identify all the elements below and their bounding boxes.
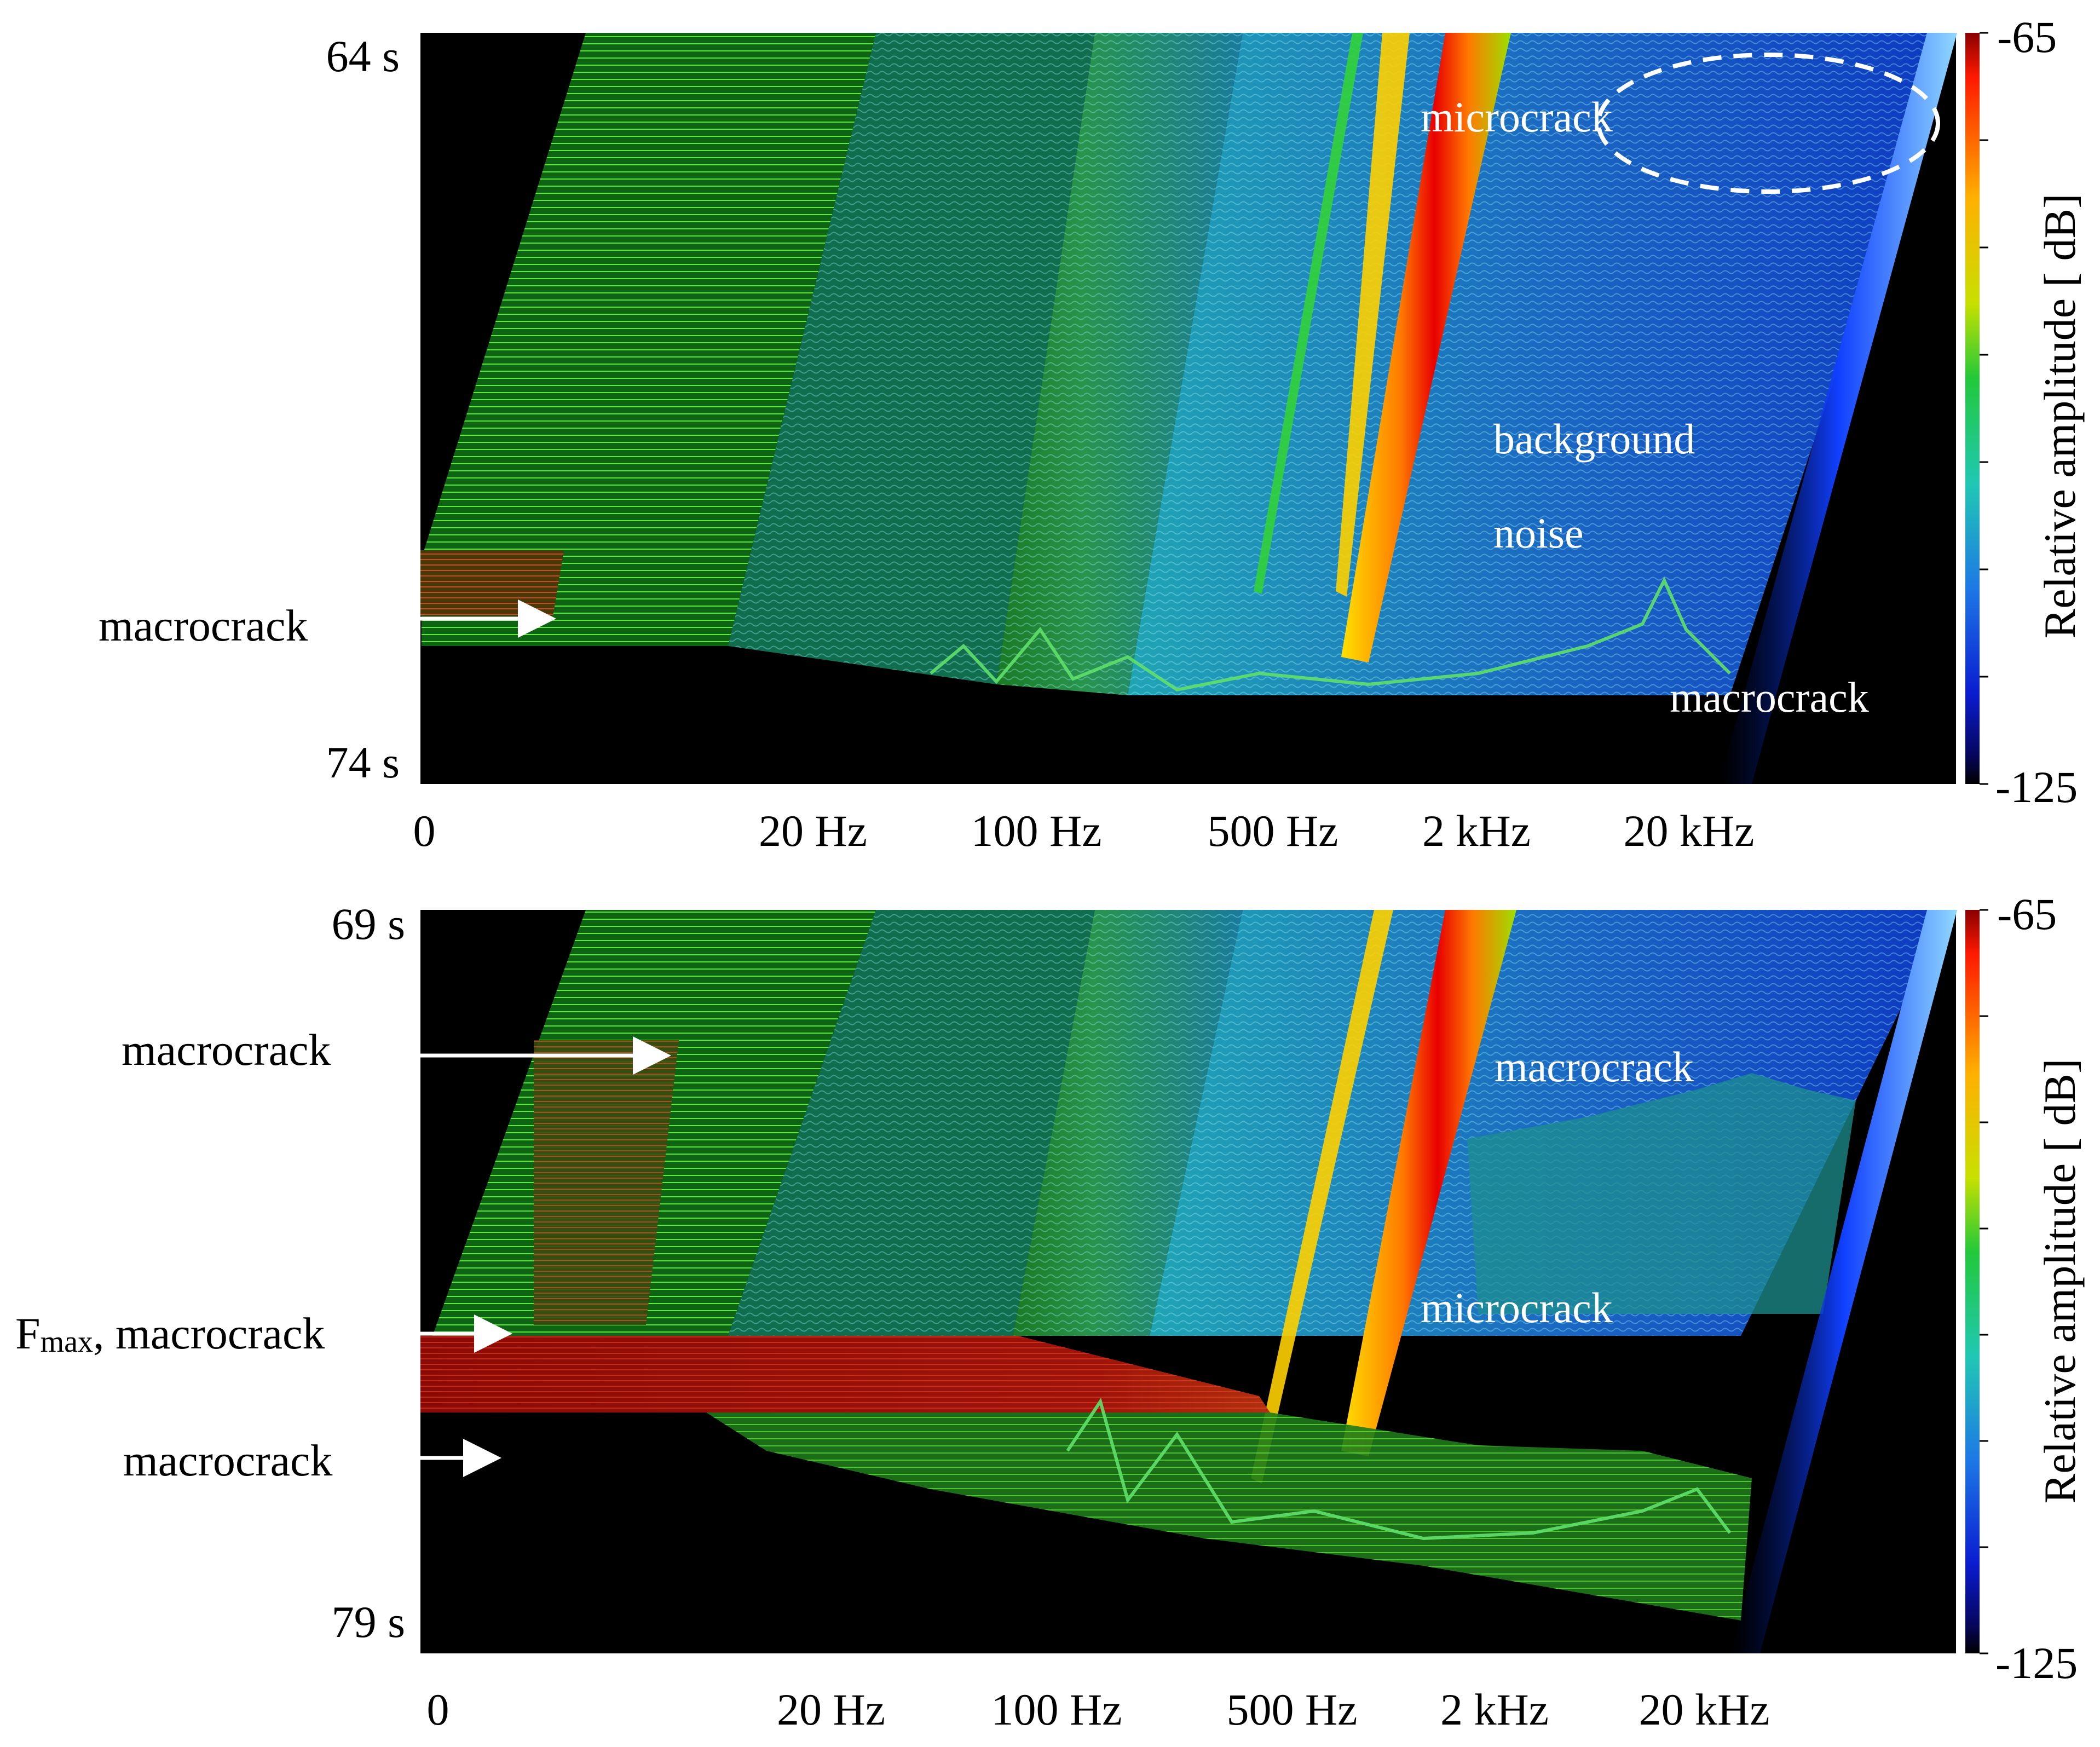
- top-colorbar-min-label: -125: [1995, 762, 2078, 812]
- top-colorbar-ticks: [1980, 32, 1988, 785]
- top-waterfall-surface: [420, 33, 1957, 784]
- bottom-x-ticks: 0 20 Hz 100 Hz 500 Hz 2 kHz 20 kHz: [427, 1685, 1770, 1734]
- panel-top: microcrack background noise macrocrack m…: [99, 12, 2085, 856]
- top-time-start-label: 64 s: [326, 31, 400, 81]
- top-colorbar-max-label: -65: [1997, 12, 2057, 62]
- bottom-time-start-label: 69 s: [332, 899, 405, 949]
- top-time-end-label: 74 s: [326, 737, 400, 787]
- bottom-colorbar-axis-label: Relative amplitude [ dB]: [2035, 1059, 2085, 1504]
- top-colorbar: -65 -125 Relative amplitude [ dB]: [1965, 12, 2085, 812]
- bottom-annotation-microcrack: microcrack: [1421, 1284, 1613, 1331]
- bottom-annotation-macrocrack-2: macrocrack: [123, 1435, 332, 1485]
- top-x-tick-label: 0: [413, 806, 436, 856]
- top-x-tick-label: 500 Hz: [1207, 806, 1338, 856]
- bottom-x-tick-label: 20 kHz: [1639, 1685, 1769, 1734]
- top-annotation-background: background: [1493, 415, 1695, 463]
- top-annotation-macrocrack-right: macrocrack: [1670, 673, 1869, 721]
- bottom-colorbar-min-label: -125: [1995, 1638, 2078, 1688]
- top-colorbar-axis-label: Relative amplitude [ dB]: [2035, 194, 2085, 639]
- bottom-x-tick-label: 20 Hz: [777, 1685, 885, 1734]
- fmax-rest: , macrocrack: [93, 1308, 325, 1358]
- bottom-colorbar-ticks: [1980, 909, 1988, 1654]
- top-colorbar-gradient: [1965, 33, 1980, 784]
- bottom-x-tick-label: 0: [427, 1685, 449, 1734]
- bottom-x-tick-label: 100 Hz: [991, 1685, 1122, 1734]
- bottom-colorbar: -65 -125 Relative amplitude [ dB]: [1965, 889, 2085, 1688]
- bottom-x-tick-label: 2 kHz: [1440, 1685, 1549, 1734]
- bottom-x-tick-label: 500 Hz: [1226, 1685, 1357, 1734]
- top-x-tick-label: 20 kHz: [1623, 806, 1754, 856]
- top-x-tick-label: 2 kHz: [1422, 806, 1531, 856]
- top-x-tick-label: 20 Hz: [759, 806, 867, 856]
- panel-bottom: macrocrack microcrack macrocrack Fmax, m…: [15, 889, 2085, 1734]
- bottom-annotation-macrocrack-right: macrocrack: [1495, 1043, 1694, 1091]
- bottom-annotation-fmax-macrocrack: Fmax, macrocrack: [15, 1308, 325, 1359]
- bottom-colorbar-max-label: -65: [1997, 889, 2057, 939]
- fmax-subscript: max: [41, 1325, 93, 1359]
- top-annotation-noise: noise: [1493, 509, 1584, 557]
- top-x-tick-label: 100 Hz: [971, 806, 1101, 856]
- bottom-time-end-label: 79 s: [332, 1597, 405, 1647]
- bottom-waterfall-surface: [420, 910, 1957, 1653]
- fmax-main: F: [15, 1308, 41, 1358]
- top-annotation-macrocrack-left: macrocrack: [99, 601, 308, 650]
- bottom-annotation-macrocrack-1: macrocrack: [122, 1025, 331, 1075]
- top-annotation-microcrack: microcrack: [1421, 93, 1613, 141]
- top-x-ticks: 0 20 Hz 100 Hz 500 Hz 2 kHz 20 kHz: [413, 806, 1755, 856]
- top-microcrack-highlight: [1596, 53, 1940, 194]
- bottom-colorbar-gradient: [1965, 910, 1980, 1653]
